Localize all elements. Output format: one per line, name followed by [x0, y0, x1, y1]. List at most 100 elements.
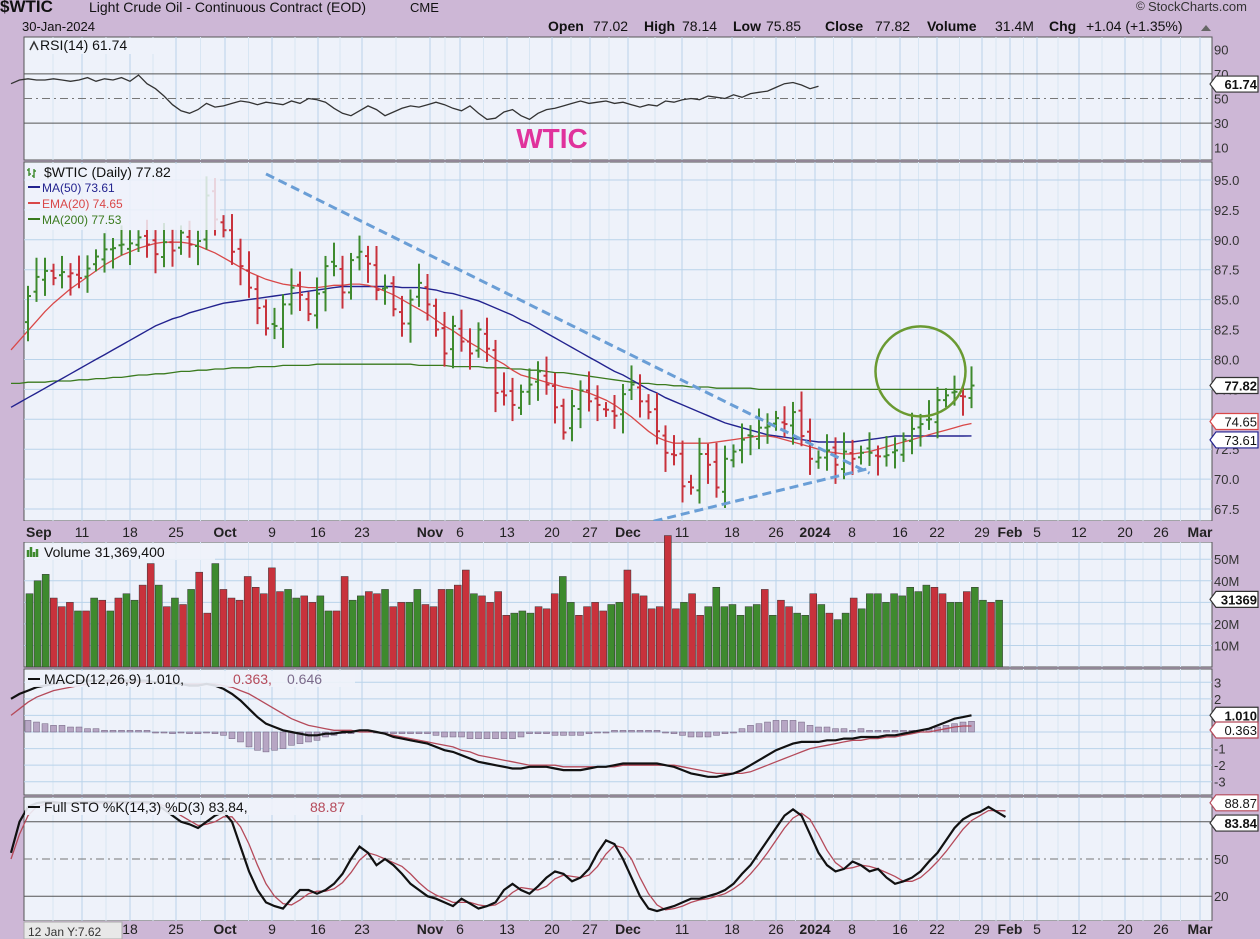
price-bar — [271, 307, 278, 340]
y-tick-label: 30 — [1214, 116, 1228, 131]
price-bar — [909, 412, 915, 455]
y-tick-label: 87.5 — [1214, 263, 1239, 278]
x-tick-label: 20 — [1117, 524, 1133, 540]
macd-legend-bg — [25, 671, 355, 687]
ma50-last-value-box — [1209, 431, 1259, 449]
x-tick-label: Mar — [1188, 524, 1213, 540]
macd-histogram-bar — [262, 731, 270, 753]
ma50-line — [10, 285, 972, 443]
macd-histogram-bar — [594, 731, 601, 734]
x-tick-label: 25 — [168, 921, 184, 937]
macd-histogram-bar — [475, 731, 482, 739]
volume-bar — [914, 591, 923, 668]
price-bar — [620, 383, 626, 434]
ohlc-value-4: 31.4M — [995, 18, 1034, 34]
macd-last-value-box — [1209, 706, 1259, 724]
y-tick-label: 85.0 — [1214, 293, 1239, 308]
price-bar — [535, 361, 541, 401]
macd-histogram-bar — [67, 726, 74, 733]
price-bar — [696, 437, 703, 504]
macd-histogram-bar — [866, 730, 873, 733]
macd-signal-last-value: 0.363 — [1224, 723, 1257, 738]
price-bar — [679, 440, 686, 503]
volume-bar — [494, 591, 502, 668]
brand-label: StockCharts.com — [1148, 0, 1247, 14]
volume-bar — [898, 595, 906, 668]
volume-bar — [963, 591, 971, 668]
macd-histogram-bar — [713, 731, 720, 736]
macd-histogram-bar — [891, 730, 899, 733]
price-bar — [246, 251, 252, 298]
y-tick-label: 67.5 — [1214, 502, 1239, 517]
price-bar — [263, 299, 269, 336]
macd-histogram-bar — [245, 731, 253, 748]
x-tick-label: 27 — [582, 921, 598, 937]
x-tick-label: 5 — [1033, 921, 1041, 937]
macd-histogram-bar — [143, 730, 151, 733]
volume-bar — [752, 604, 761, 668]
volume-bar — [66, 602, 74, 668]
x-tick-label: 20 — [544, 921, 560, 937]
x-tick-label: 22 — [929, 921, 945, 937]
price-bar — [892, 437, 898, 469]
y-tick-label: -3 — [1214, 775, 1226, 790]
x-tick-label: 16 — [310, 524, 326, 540]
price-bar — [645, 394, 652, 420]
sto-legend-bg — [25, 799, 365, 815]
price-legend-title: $WTIC (Daily) 77.82 — [44, 164, 171, 180]
volume-bar — [728, 604, 737, 668]
price-bar — [169, 229, 176, 267]
price-bar — [331, 242, 337, 277]
volume-bar — [680, 602, 688, 668]
macd-histogram-bar — [109, 730, 117, 733]
x-tick-label: Nov — [417, 524, 444, 540]
volume-bar — [987, 602, 995, 668]
volume-bar — [793, 612, 801, 668]
hover-readout: 12 Jan Y:7.62 — [28, 925, 102, 939]
x-tick-label: 2024 — [799, 921, 830, 937]
price-bar — [382, 274, 388, 305]
macd-histogram-bar — [959, 721, 967, 733]
y-tick-label: 10M — [1214, 638, 1239, 653]
price-bar — [671, 435, 677, 466]
macd-histogram-bar — [296, 731, 304, 744]
volume-bar — [413, 589, 422, 668]
price-bar — [586, 371, 592, 412]
volume-bar — [130, 599, 139, 668]
price-last-close: 77.82 — [1224, 379, 1257, 394]
volume-bar — [922, 584, 931, 668]
x-tick-label: 16 — [310, 921, 326, 937]
macd-histogram-bar — [41, 723, 49, 733]
volume-bar — [647, 608, 656, 668]
volume-last-value-box — [1209, 590, 1259, 608]
volume-bar — [284, 589, 292, 668]
volume-bar — [195, 571, 203, 668]
instrument-description: Light Crude Oil - Continuous Contract (E… — [89, 0, 366, 15]
volume-bar — [849, 597, 858, 668]
macd-histogram-bar — [279, 731, 287, 749]
volume-bar — [599, 610, 607, 668]
rsi-legend: RSI(14) 61.74 — [40, 37, 127, 53]
price-bar — [314, 277, 320, 329]
price-bar — [917, 413, 924, 447]
volume-bar — [260, 593, 268, 668]
volume-bar — [833, 619, 842, 668]
macd-histogram-bar — [458, 731, 465, 738]
volume-bar — [437, 589, 446, 668]
volume-bar — [874, 593, 882, 668]
price-bar — [305, 291, 312, 322]
macd-histogram-bar — [653, 730, 661, 733]
macd-histogram-bar — [738, 728, 746, 733]
x-tick-label: 18 — [122, 921, 138, 937]
price-bar — [688, 474, 694, 495]
macd-histogram-bar — [585, 731, 593, 734]
volume-last-value: 31369 — [1221, 592, 1257, 607]
volume-bar — [114, 597, 123, 668]
macd-histogram-bar — [730, 731, 737, 734]
ma50-last-value: 73.61 — [1224, 433, 1257, 448]
x-tick-label: Feb — [998, 524, 1023, 540]
volume-bar — [381, 589, 389, 668]
x-tick-label: 27 — [582, 524, 598, 540]
volume-bar — [211, 563, 220, 668]
macd-last-value: 1.010 — [1224, 708, 1257, 723]
